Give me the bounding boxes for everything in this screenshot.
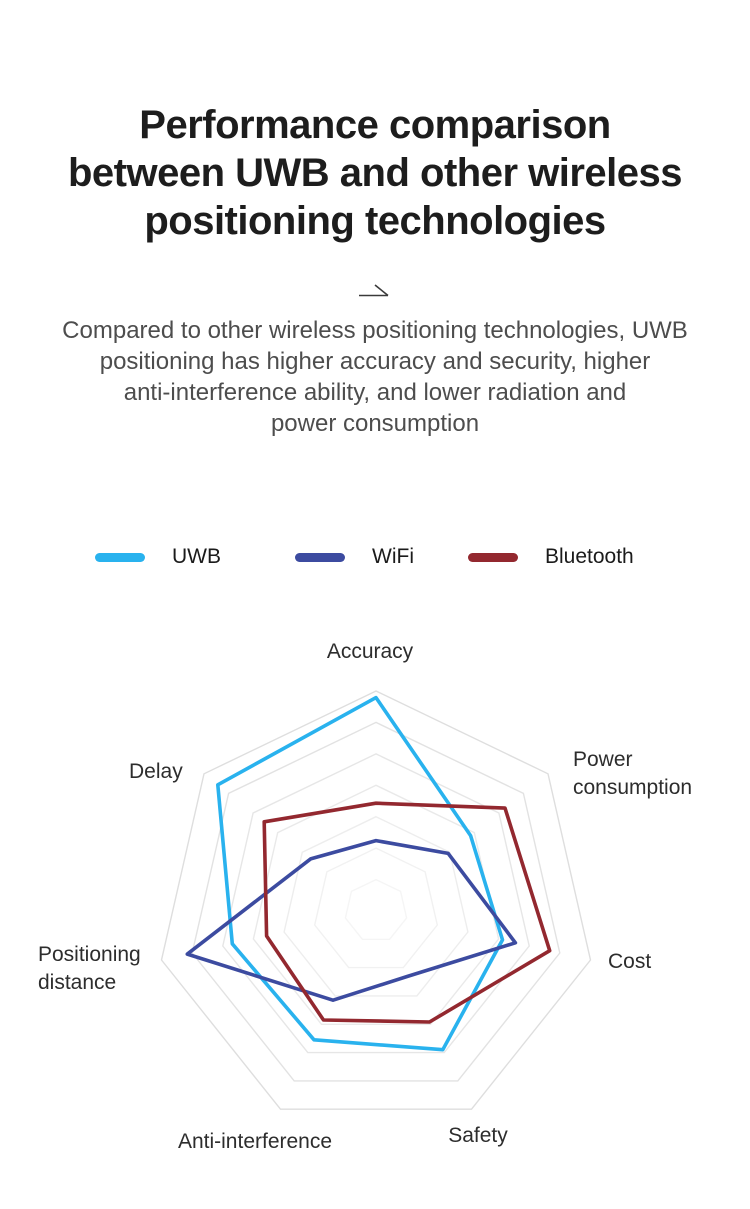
legend-swatch-wifi bbox=[295, 552, 345, 562]
axis-label-delay: Delay bbox=[129, 760, 183, 783]
grid-ring-4 bbox=[252, 784, 500, 1026]
series-polygon-bluetooth bbox=[262, 801, 552, 1024]
page-title-line-2: between UWB and other wireless bbox=[67, 151, 683, 195]
page-subtitle-line-1: Compared to other wireless positioning t… bbox=[62, 317, 688, 344]
legend-label-uwb: UWB bbox=[172, 545, 221, 568]
legend-item-uwb: UWB bbox=[95, 545, 221, 569]
arrow-right-icon bbox=[359, 284, 389, 297]
page-title-line-1: Performance comparison bbox=[139, 103, 611, 147]
axis-label-accuracy: Accuracy bbox=[326, 640, 414, 663]
legend-item-wifi: WiFi bbox=[295, 545, 414, 569]
legend-label-bluetooth: Bluetooth bbox=[545, 545, 634, 568]
axis-label-anti-interference: Anti-interference bbox=[177, 1130, 333, 1153]
axis-label-positioning-distance: Positioning distance bbox=[38, 943, 141, 994]
page-subtitle-line-4: power consumption bbox=[270, 410, 480, 437]
legend-item-bluetooth: Bluetooth bbox=[468, 545, 634, 569]
grid-ring-1 bbox=[344, 878, 408, 940]
legend-swatch-uwb bbox=[95, 552, 145, 562]
page-subtitle-line-3: anti-interference ability, and lower rad… bbox=[123, 379, 627, 406]
legend-label-wifi: WiFi bbox=[372, 545, 414, 568]
grid-ring-7 bbox=[160, 690, 592, 1110]
series-polygon-uwb bbox=[216, 695, 505, 1052]
grid-ring-6 bbox=[191, 721, 561, 1082]
axis-label-cost: Cost bbox=[608, 950, 652, 973]
page-title-line-3: positioning technologies bbox=[144, 199, 606, 243]
page-title: Performance comparison between UWB and o… bbox=[0, 101, 750, 245]
legend-swatch-bluetooth bbox=[468, 552, 518, 562]
page-subtitle: Compared to other wireless positioning t… bbox=[0, 315, 750, 439]
grid-ring-3 bbox=[283, 815, 469, 997]
grid-ring-2 bbox=[313, 847, 439, 969]
axis-label-power-consumption: Power consumption bbox=[573, 748, 693, 799]
page-subtitle-line-2: positioning has higher accuracy and secu… bbox=[99, 348, 651, 375]
axis-label-safety: Safety bbox=[448, 1124, 508, 1147]
grid-ring-5 bbox=[222, 753, 530, 1054]
series-polygon-wifi bbox=[185, 838, 518, 1003]
